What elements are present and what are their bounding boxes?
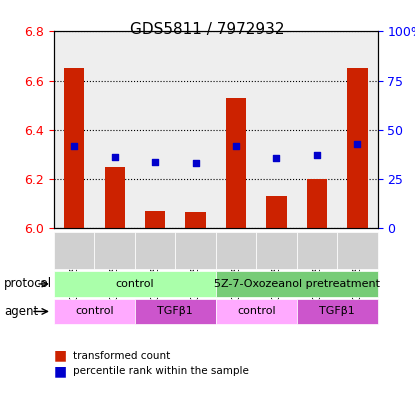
- Point: [273, 155, 280, 161]
- Point: [314, 152, 320, 159]
- Point: [233, 143, 239, 149]
- Text: TGFβ1: TGFβ1: [157, 307, 193, 316]
- Bar: [266, 196, 287, 228]
- Text: control: control: [237, 307, 276, 316]
- Point: [192, 160, 199, 166]
- Bar: [186, 212, 206, 228]
- Text: percentile rank within the sample: percentile rank within the sample: [73, 366, 249, 376]
- Text: control: control: [75, 307, 114, 316]
- Bar: [145, 211, 165, 228]
- Point: [354, 141, 361, 148]
- Text: GDS5811 / 7972932: GDS5811 / 7972932: [130, 22, 285, 37]
- Text: TGFβ1: TGFβ1: [319, 307, 355, 316]
- Text: ■: ■: [54, 364, 67, 378]
- Point: [111, 154, 118, 160]
- Text: agent: agent: [4, 305, 39, 318]
- Text: ■: ■: [54, 349, 67, 363]
- Bar: [64, 68, 84, 228]
- Bar: [226, 98, 246, 228]
- Bar: [105, 167, 125, 228]
- Text: protocol: protocol: [4, 277, 52, 290]
- Bar: [307, 179, 327, 228]
- Point: [71, 143, 78, 149]
- Bar: [347, 68, 368, 228]
- Text: transformed count: transformed count: [73, 351, 170, 361]
- Text: 5Z-7-Oxozeanol pretreatment: 5Z-7-Oxozeanol pretreatment: [214, 279, 380, 289]
- Text: control: control: [115, 279, 154, 289]
- Point: [152, 158, 159, 165]
